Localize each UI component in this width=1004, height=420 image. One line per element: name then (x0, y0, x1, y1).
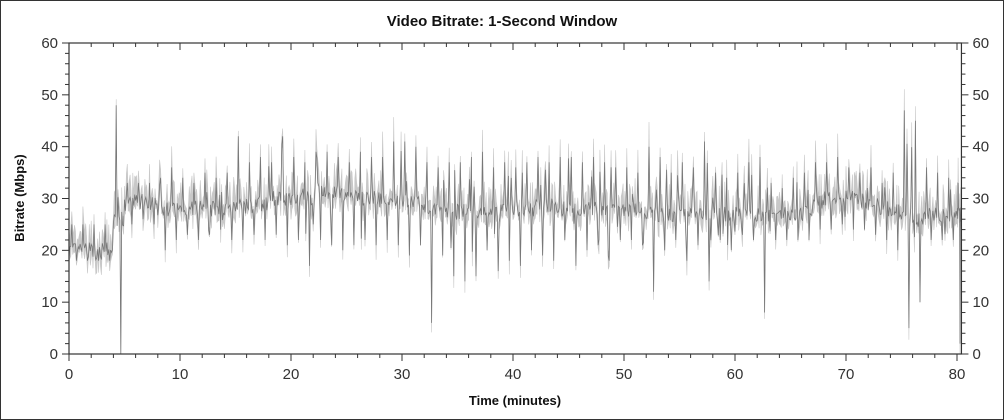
x-tick-label: 30 (394, 366, 411, 383)
bitrate-series-line (68, 105, 962, 355)
y-tick-label-right: 10 (972, 294, 989, 311)
y-tick-label: 60 (41, 35, 58, 52)
y-tick-label: 20 (41, 242, 58, 259)
bitrate-envelope-area (68, 89, 962, 355)
x-axis-label: Time (minutes) (469, 393, 561, 408)
y-tick-label-right: 60 (972, 35, 989, 52)
x-tick-label: 20 (283, 366, 300, 383)
x-tick-label: 0 (65, 366, 73, 383)
y-axis-label: Bitrate (Mbps) (12, 154, 27, 241)
x-tick-label: 80 (949, 366, 966, 383)
y-tick-label: 30 (41, 191, 58, 208)
x-tick-label: 70 (838, 366, 855, 383)
x-tick-label: 50 (616, 366, 633, 383)
y-tick-label-right: 0 (972, 346, 980, 363)
y-tick-label-right: 30 (972, 191, 989, 208)
x-tick-label: 60 (727, 366, 744, 383)
y-tick-label: 0 (50, 346, 58, 363)
chart-title: Video Bitrate: 1-Second Window (387, 13, 618, 30)
x-tick-label: 40 (505, 366, 522, 383)
x-tick-label: 10 (172, 366, 189, 383)
y-tick-label-right: 20 (972, 242, 989, 259)
y-tick-label-right: 50 (972, 87, 989, 104)
y-tick-label-right: 40 (972, 139, 989, 156)
plot-area (68, 89, 962, 355)
y-tick-label: 40 (41, 139, 58, 156)
y-tick-label: 50 (41, 87, 58, 104)
y-tick-label: 10 (41, 294, 58, 311)
axes: 0 10 20 30 40 50 60 70 80 0 10 20 30 40 50 60 0 10 20 30 40 5… (41, 35, 989, 383)
